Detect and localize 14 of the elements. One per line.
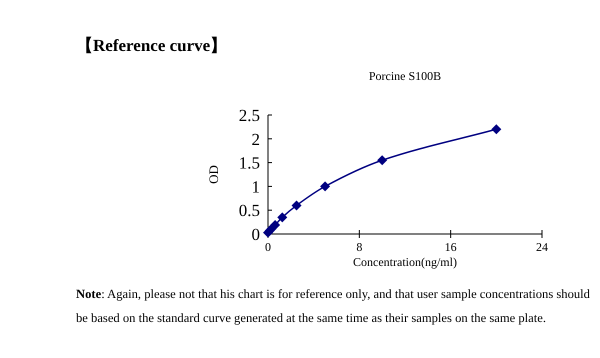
y-tick-label: 0.5 <box>238 201 260 220</box>
y-tick-label: 2 <box>252 130 260 149</box>
y-tick-label: 2.5 <box>238 106 260 125</box>
x-tick-label: 8 <box>356 240 362 254</box>
chart-subtitle: Porcine S100B <box>368 69 442 83</box>
x-tick-label: 24 <box>536 240 548 254</box>
y-tick-label: 1 <box>252 177 260 196</box>
x-axis-title: Concentration(ng/ml) <box>353 255 457 269</box>
y-axis-title: OD <box>206 165 221 184</box>
x-tick-label: 0 <box>265 240 271 254</box>
chart-title: 【Reference curve】 <box>76 35 228 57</box>
x-tick-label: 16 <box>444 240 457 254</box>
y-tick-label: 1.5 <box>238 154 260 173</box>
text: Note: Again, please not that his chart is for reference only, and that user sample concentrations should be based on the standard curve generated at the same time as their samples on the same plate. <box>76 286 591 327</box>
